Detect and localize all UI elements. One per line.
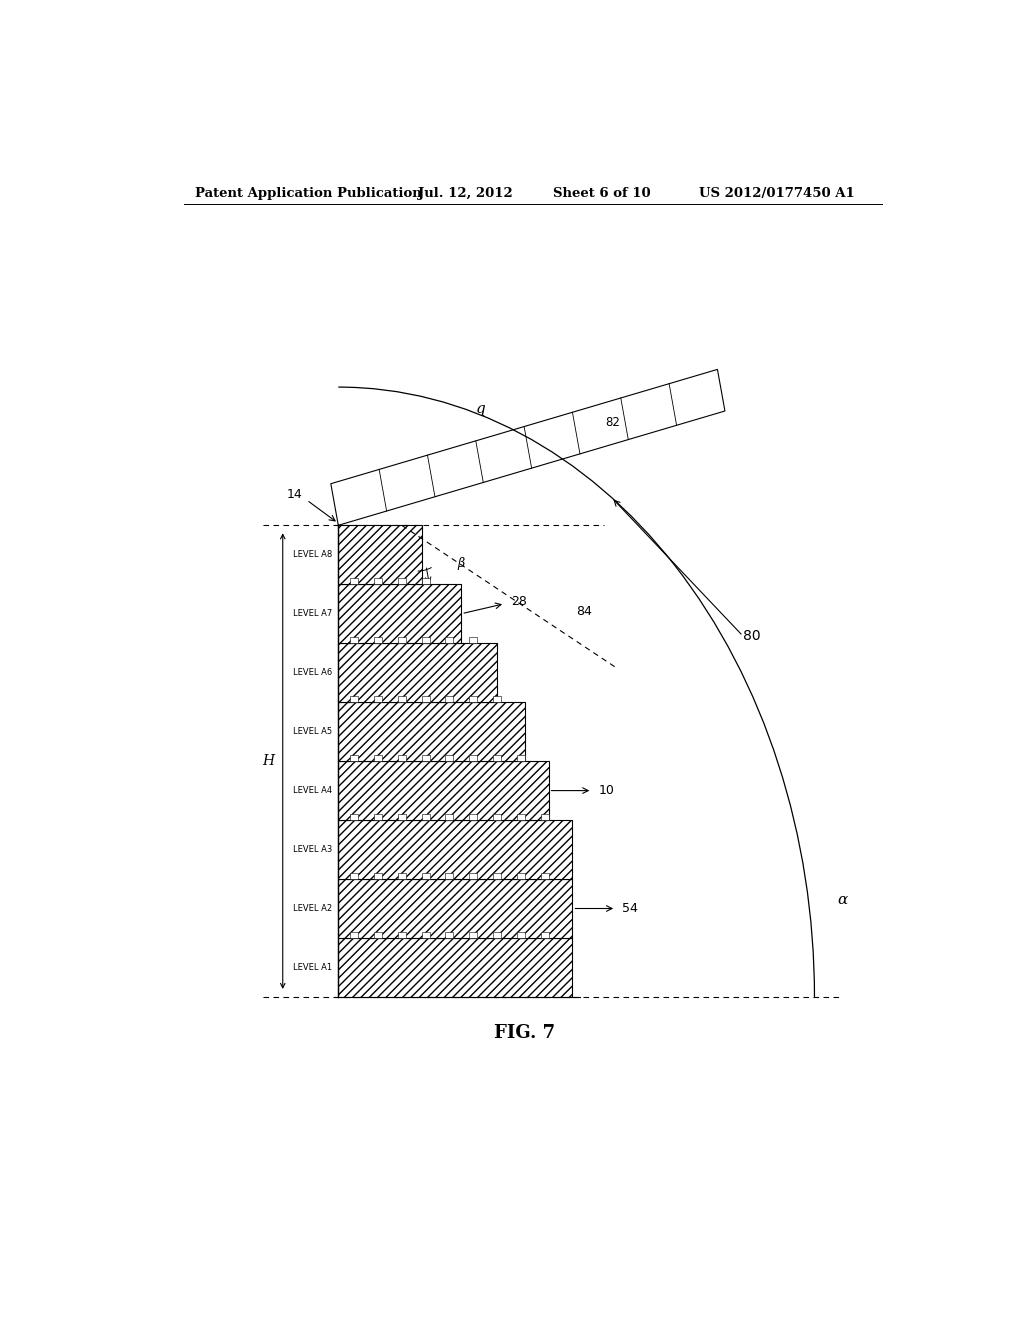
Bar [398,696,406,702]
Bar [350,873,358,879]
Bar [374,638,382,643]
Bar [398,873,406,879]
Bar [374,873,382,879]
Text: LEVEL A1: LEVEL A1 [293,964,332,972]
Bar [338,525,422,585]
Bar [374,755,382,762]
Bar [445,814,454,820]
Bar [422,696,430,702]
Text: α: α [837,894,848,907]
Text: 80: 80 [743,630,761,643]
Bar [494,873,501,879]
Text: LEVEL A4: LEVEL A4 [293,787,332,795]
Bar [350,932,358,939]
Bar [338,643,497,702]
Text: Jul. 12, 2012: Jul. 12, 2012 [418,187,512,201]
Text: 54: 54 [623,902,638,915]
Text: 28: 28 [511,595,527,609]
Bar [398,932,406,939]
Bar [338,939,572,997]
Bar [422,814,430,820]
Bar [517,755,525,762]
Text: 82: 82 [605,416,621,429]
Bar [374,696,382,702]
Bar [398,638,406,643]
Bar [422,873,430,879]
Text: q: q [475,401,485,416]
Bar [338,702,524,762]
Bar [445,873,454,879]
Bar [338,585,462,643]
Bar [494,814,501,820]
Bar [541,873,549,879]
Bar [374,932,382,939]
Bar [374,578,382,585]
Bar [494,696,501,702]
Bar [338,820,572,879]
Bar [469,873,477,879]
Bar [469,696,477,702]
Text: LEVEL A7: LEVEL A7 [293,610,332,618]
Bar [469,932,477,939]
Bar [374,814,382,820]
Text: LEVEL A2: LEVEL A2 [293,904,332,913]
Text: Sheet 6 of 10: Sheet 6 of 10 [553,187,650,201]
Text: LEVEL A8: LEVEL A8 [293,550,332,560]
Bar [517,873,525,879]
Bar [338,879,572,939]
Bar [398,755,406,762]
Bar [422,638,430,643]
Bar [338,762,549,820]
Bar [445,638,454,643]
Bar [541,814,549,820]
Bar [350,638,358,643]
Bar [517,932,525,939]
Bar [350,578,358,585]
Text: 10: 10 [599,784,614,797]
Text: β: β [458,557,465,570]
Bar [422,755,430,762]
Bar [469,638,477,643]
Bar [398,578,406,585]
Bar [494,932,501,939]
Bar [422,578,430,585]
Bar [445,755,454,762]
Text: Patent Application Publication: Patent Application Publication [196,187,422,201]
Bar [422,932,430,939]
Bar [445,696,454,702]
Text: H: H [262,754,274,768]
Bar [517,814,525,820]
Bar [350,814,358,820]
Bar [469,755,477,762]
Text: LEVEL A3: LEVEL A3 [293,845,332,854]
Bar [398,814,406,820]
Text: LEVEL A5: LEVEL A5 [293,727,332,737]
Text: 14: 14 [287,488,302,502]
Bar [445,932,454,939]
Text: 84: 84 [577,605,592,618]
Bar [350,755,358,762]
Text: LEVEL A6: LEVEL A6 [293,668,332,677]
Bar [469,814,477,820]
Bar [494,755,501,762]
Bar [541,932,549,939]
Text: FIG. 7: FIG. 7 [495,1023,555,1041]
Text: US 2012/0177450 A1: US 2012/0177450 A1 [699,187,855,201]
Bar [350,696,358,702]
